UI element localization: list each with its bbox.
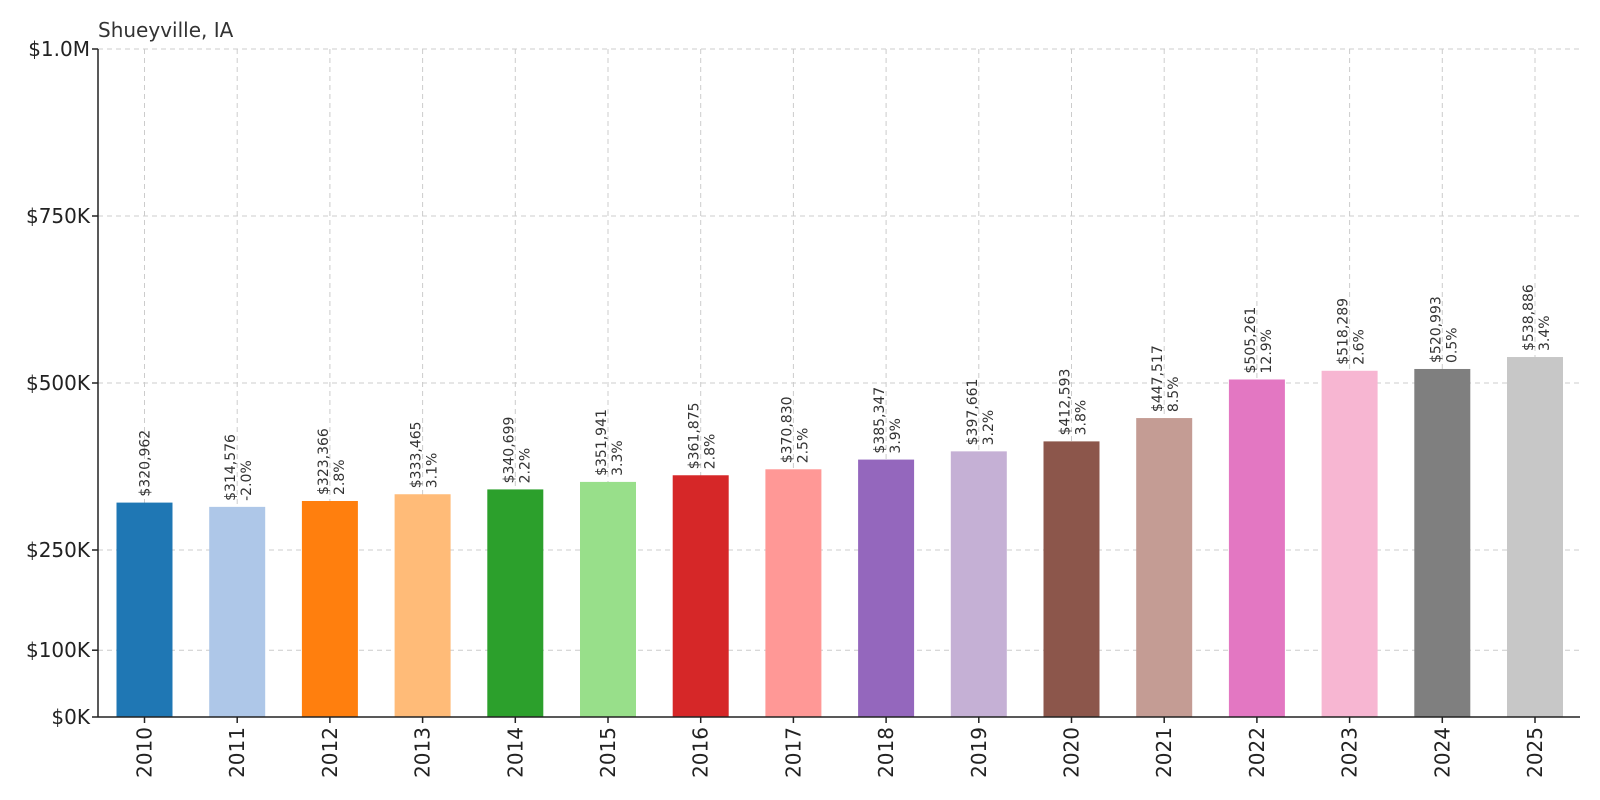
bar-2013: [394, 494, 451, 717]
bar-value-label: $323,366: [316, 428, 332, 495]
bar-change-label: 0.5%: [1444, 327, 1460, 363]
bar-2016: [672, 475, 729, 717]
bar-value-label: $333,465: [409, 421, 425, 488]
bar-2025: [1507, 357, 1563, 717]
bar-change-label: 2.8%: [703, 434, 719, 470]
x-tick-label: 2025: [1523, 727, 1547, 778]
bar-change-label: 3.9%: [888, 418, 904, 454]
y-tick-label: $500K: [26, 371, 91, 395]
bar-change-label: 2.8%: [332, 459, 348, 495]
bar-change-label: 8.5%: [1166, 376, 1182, 412]
x-tick-label: 2021: [1152, 727, 1176, 778]
bar-change-label: 2.6%: [1352, 329, 1368, 365]
axis-layer: $0K $100K $250K $500K $750K $1.0M 2010 2011 2012…: [26, 37, 1580, 778]
y-tick-label: $250K: [26, 538, 91, 562]
bar-change-label: 3.4%: [1537, 315, 1553, 351]
bar-2019: [950, 451, 1007, 717]
bar-change-label: 3.1%: [425, 453, 441, 489]
bar-value-label: $351,941: [594, 409, 610, 476]
y-tick-label: $100K: [26, 638, 91, 662]
bar-value-label: $320,962: [138, 430, 154, 497]
bar-2011: [209, 506, 266, 717]
x-tick-label: 2024: [1430, 727, 1454, 778]
bar-2023: [1321, 370, 1378, 717]
bar-2014: [487, 489, 544, 717]
bar-value-label: $505,261: [1243, 307, 1259, 374]
bar-value-label: $538,886: [1521, 284, 1537, 351]
x-tick-label: 2017: [781, 727, 805, 778]
bar-2021: [1136, 418, 1193, 717]
x-tick-label: 2015: [596, 727, 620, 778]
data-label-layer: $320,962 $314,576 -2.0% $323,366 2.8% $333,46…: [138, 284, 1554, 501]
y-tick-label: $1.0M: [28, 37, 90, 61]
x-tick-label: 2013: [411, 727, 435, 778]
bar-change-label: 3.2%: [981, 410, 997, 446]
bar-layer: [116, 357, 1563, 717]
x-tick-label: 2010: [133, 727, 157, 778]
bar-2015: [580, 481, 636, 717]
chart-title: Shueyville, IA: [98, 18, 234, 42]
bar-change-label: 2.2%: [517, 448, 533, 484]
bar-2010: [116, 502, 173, 717]
bar-change-label: 12.9%: [1259, 329, 1275, 373]
x-tick-label: 2011: [225, 727, 249, 778]
bar-2018: [858, 459, 915, 717]
bar-change-label: 3.3%: [610, 440, 626, 476]
bar-2012: [301, 500, 358, 717]
bar-2020: [1043, 441, 1100, 717]
y-tick-label: $750K: [26, 204, 91, 228]
x-tick-label: 2019: [967, 727, 991, 778]
x-tick-label: 2020: [1060, 727, 1084, 778]
bar-value-label: $518,289: [1336, 298, 1352, 365]
bar-value-label: $520,993: [1428, 296, 1444, 363]
x-tick-label: 2022: [1245, 727, 1269, 778]
bar-change-label: -2.0%: [239, 460, 255, 501]
bar-value-label: $412,593: [1058, 369, 1074, 436]
y-tick-label: $0K: [51, 705, 90, 729]
bar-value-label: $340,699: [501, 417, 517, 484]
x-tick-label: 2014: [503, 727, 527, 778]
x-tick-label: 2023: [1338, 727, 1362, 778]
bar-change-label: 3.8%: [1074, 400, 1090, 436]
x-tick-label: 2012: [318, 727, 342, 778]
bar-value-label: $370,830: [779, 396, 795, 463]
bar-change-label: 2.5%: [795, 428, 811, 464]
bar-value-label: $397,661: [965, 379, 981, 446]
bar-value-label: $447,517: [1150, 345, 1166, 412]
bar-value-label: $385,347: [872, 387, 888, 454]
x-tick-label: 2016: [689, 727, 713, 778]
bar-value-label: $314,576: [223, 434, 239, 501]
bar-2017: [765, 469, 822, 717]
x-tick-label: 2018: [874, 727, 898, 778]
bar-2024: [1414, 368, 1471, 717]
bar-value-label: $361,875: [687, 402, 703, 469]
bar-2022: [1228, 379, 1285, 717]
